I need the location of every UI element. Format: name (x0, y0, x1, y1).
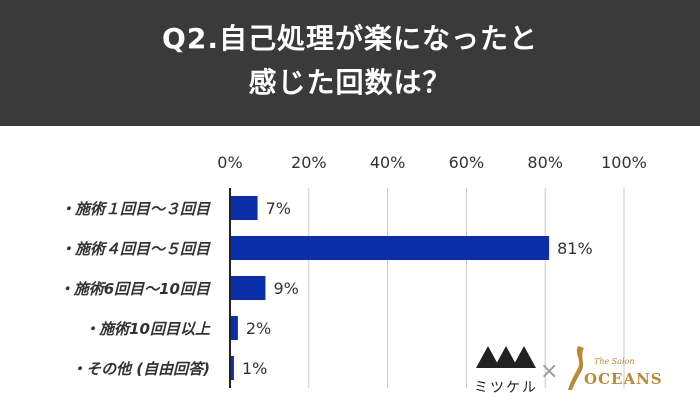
oceans-logo-text: OCEANS (584, 370, 663, 388)
category-label: ・施術４回目～５回目 (60, 240, 211, 258)
x-tick-label: 80% (527, 153, 563, 172)
bar (230, 236, 550, 260)
bar-chart: 0% 20% 40% 60% 80% 100% ・施術１回目～３回目 7% ・施術４回目～５回目… (59, 153, 647, 388)
sponsor-logos: ミツケル × The Salon OCEANS (474, 346, 663, 396)
mitsukeru-logo: ミツケル (474, 346, 538, 396)
data-label: 7% (266, 199, 291, 218)
x-tick-label: 20% (291, 153, 327, 172)
x-tick-label: 60% (449, 153, 485, 172)
chart-title-line-1: Q2.自己処理が楽になったと (162, 22, 538, 55)
bar (230, 316, 238, 340)
oceans-logo-small-text: The Salon (594, 357, 635, 366)
category-label: ・その他 (自由回答) (71, 360, 210, 378)
oceans-logo-figure (568, 346, 584, 390)
x-tick-label: 0% (217, 153, 242, 172)
category-label: ・施術１回目～３回目 (60, 200, 211, 218)
logo-separator: × (540, 359, 558, 384)
mitsukeru-logo-text: ミツケル (474, 380, 538, 396)
bar (230, 196, 258, 220)
data-label: 2% (246, 319, 271, 338)
x-tick-label: 100% (601, 153, 647, 172)
category-label: ・施術6回目～10回目 (59, 280, 211, 298)
x-tick-label: 40% (370, 153, 406, 172)
chart-title-line-2: 感じた回数は？ (248, 66, 452, 99)
bar (230, 356, 234, 380)
category-label: ・施術10回目以上 (84, 320, 211, 338)
mitsukeru-logo-mark (476, 346, 536, 368)
oceans-logo: The Salon OCEANS (568, 346, 663, 390)
data-label: 81% (557, 239, 593, 258)
chart-header: Q2.自己処理が楽になったと 感じた回数は？ (0, 0, 700, 126)
bar (230, 276, 266, 300)
data-label: 9% (273, 279, 298, 298)
data-label: 1% (242, 359, 267, 378)
